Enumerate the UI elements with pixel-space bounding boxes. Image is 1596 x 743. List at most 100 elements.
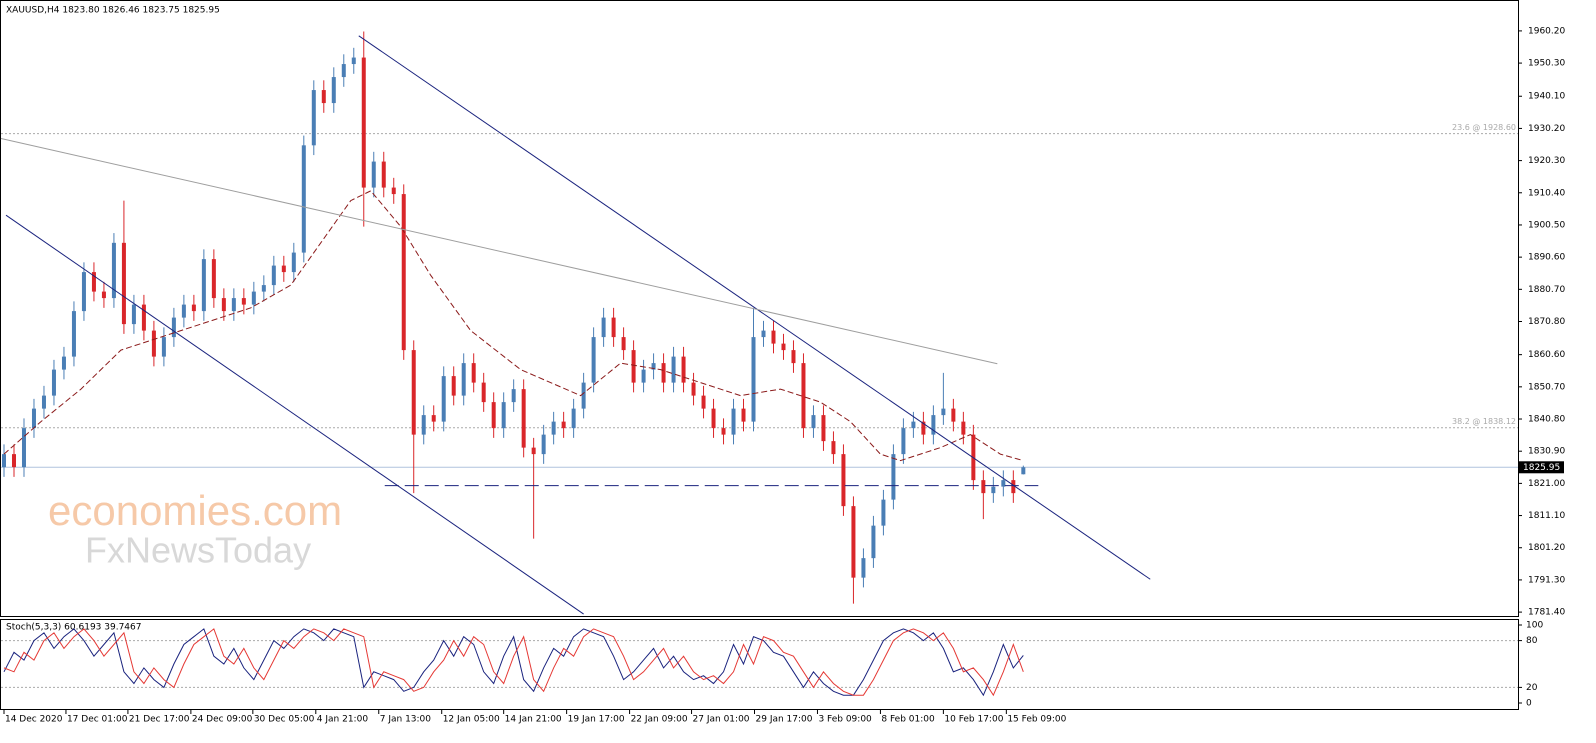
candle-body: [91, 272, 96, 292]
candle-body: [661, 363, 666, 383]
candle-body: [131, 304, 136, 325]
candle-body: [601, 317, 606, 338]
stoch-tick-label: 100: [1526, 621, 1543, 631]
stoch-tick-label: 0: [1526, 699, 1532, 709]
candle-body: [511, 389, 516, 403]
candle-body: [101, 291, 106, 299]
candle-body: [231, 298, 236, 312]
candle-body: [241, 298, 246, 305]
y-tick-label: 1840.80: [1528, 415, 1565, 425]
candle-body: [501, 402, 506, 429]
candle-body: [351, 57, 356, 65]
symbol-header: XAUUSD,H4 1823.80 1826.46 1823.75 1825.9…: [6, 6, 220, 16]
y-tick-label: 1880.70: [1528, 285, 1565, 295]
candle-body: [441, 376, 446, 422]
last-price-label: 1825.95: [1523, 463, 1560, 473]
candle-body: [521, 389, 526, 448]
candle-body: [21, 428, 26, 468]
y-tick-label: 1791.30: [1528, 575, 1565, 585]
candle-body: [1011, 480, 1016, 494]
stoch-line: [3, 628, 1024, 697]
candle-body: [711, 408, 716, 429]
candle-body: [841, 454, 846, 507]
x-tick-label: 29 Jan 17:00: [756, 715, 813, 725]
x-tick-label: 22 Jan 09:00: [631, 715, 688, 725]
candle-body: [641, 369, 646, 383]
candle-body: [571, 408, 576, 429]
x-tick-label: 14 Jan 21:00: [505, 715, 562, 725]
y-tick-label: 1910.40: [1528, 188, 1565, 198]
candle-body: [401, 194, 406, 351]
candle-body: [861, 558, 866, 578]
candle-body: [881, 499, 886, 526]
candle-body: [491, 402, 496, 429]
candle-body: [311, 90, 316, 146]
candle-body: [891, 454, 896, 500]
candle-body: [1021, 467, 1026, 475]
candle-body: [691, 382, 696, 396]
candle-body: [411, 350, 416, 435]
candle-body: [111, 242, 116, 299]
candle-body: [301, 145, 306, 253]
candle-body: [291, 252, 296, 273]
x-tick-label: 10 Feb 17:00: [944, 715, 1003, 725]
candle-body: [771, 330, 776, 344]
candle-body: [581, 382, 586, 409]
candle-body: [741, 408, 746, 422]
y-tick-label: 1801.20: [1528, 543, 1565, 553]
y-tick-label: 1900.50: [1528, 220, 1565, 230]
y-tick-label: 1930.20: [1528, 124, 1565, 134]
candle-body: [811, 415, 816, 429]
candle-body: [1001, 480, 1006, 487]
x-tick-label: 21 Dec 17:00: [129, 715, 190, 725]
candle-body: [621, 337, 626, 351]
x-tick-label: 24 Dec 09:00: [192, 715, 253, 725]
x-tick-label: 8 Feb 01:00: [881, 715, 935, 725]
candle-body: [191, 304, 196, 312]
candle-body: [751, 337, 756, 422]
candle-body: [361, 57, 366, 188]
candle-body: [121, 242, 126, 325]
fib-label: 38.2 @ 1838.12: [1452, 417, 1516, 426]
main-frame: [0, 0, 1519, 617]
candle-body: [831, 441, 836, 455]
candle-body: [51, 369, 56, 396]
candle-body: [591, 337, 596, 383]
candle-body: [81, 272, 86, 312]
candle-body: [471, 363, 476, 383]
candle-body: [251, 291, 256, 305]
stoch-header: Stoch(5,3,3) 60.6193 39.7467: [6, 623, 141, 633]
stoch-tick-label: 20: [1526, 683, 1538, 693]
candle-body: [261, 285, 266, 292]
candle-body: [701, 395, 706, 409]
y-tick-label: 1860.60: [1528, 350, 1565, 360]
candle-body: [221, 298, 226, 312]
candle-body: [951, 408, 956, 422]
y-tick-label: 1960.20: [1528, 26, 1565, 36]
candle-body: [211, 259, 216, 299]
y-tick-label: 1890.60: [1528, 253, 1565, 263]
candle-body: [541, 434, 546, 455]
stoch-tick-label: 80: [1526, 636, 1538, 646]
candle-body: [321, 90, 326, 104]
y-tick-label: 1870.80: [1528, 317, 1565, 327]
candle-body: [871, 525, 876, 559]
candle-body: [421, 415, 426, 435]
x-tick-label: 19 Jan 17:00: [568, 715, 625, 725]
moving-average: [3, 190, 1024, 462]
candle-body: [451, 376, 456, 396]
candle-body: [931, 415, 936, 435]
candle-body: [941, 408, 946, 416]
candle-body: [981, 480, 986, 494]
y-tick-label: 1940.10: [1528, 92, 1565, 102]
last-price-tag: [1519, 461, 1564, 474]
candle-body: [731, 408, 736, 435]
candle-body: [271, 265, 276, 286]
trendline: [358, 35, 1151, 580]
candle-body: [331, 77, 336, 104]
x-tick-label: 4 Jan 21:00: [317, 715, 369, 725]
y-tick-label: 1781.40: [1528, 608, 1565, 618]
candle-body: [561, 421, 566, 429]
